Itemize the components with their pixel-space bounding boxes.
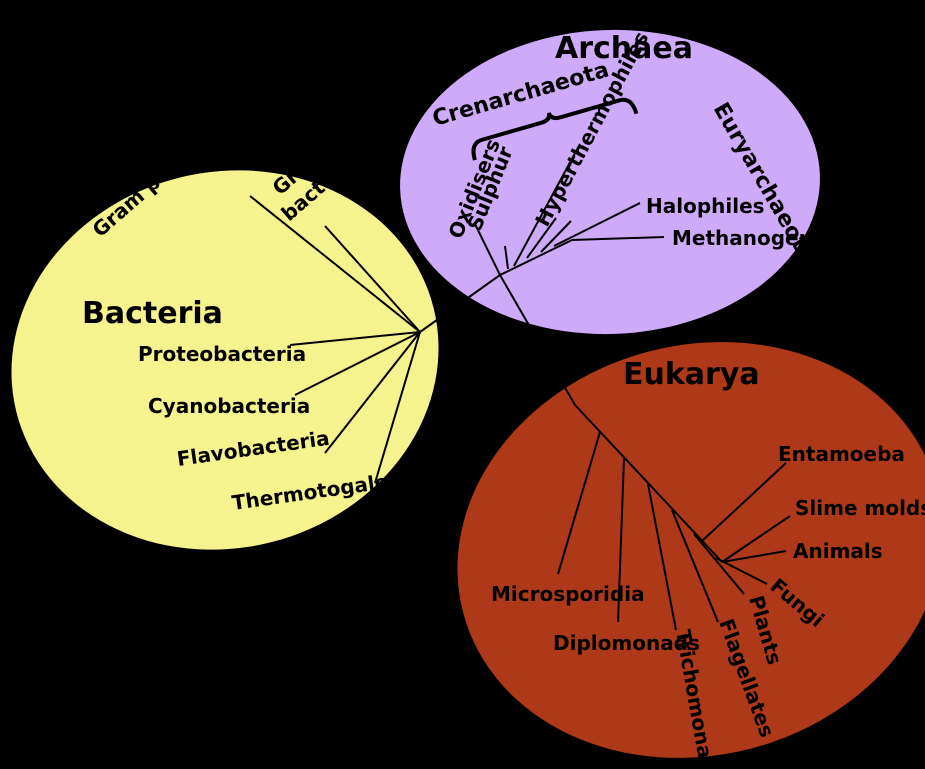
- eukarya-label: Microsporidia: [491, 582, 645, 606]
- phylogenetic-tree-diagram: Gram positive bacteriaGreen non-sulphurb…: [0, 0, 925, 769]
- bacteria-label: Cyanobacteria: [148, 394, 310, 418]
- eukarya-label: Entamoeba: [778, 442, 905, 466]
- bacteria-label: Proteobacteria: [138, 342, 306, 366]
- eukarya-label: Slime molds: [795, 496, 925, 520]
- archaea-label: Halophiles: [646, 194, 765, 218]
- archaea-title: Archaea: [555, 31, 693, 66]
- bacteria-title: Bacteria: [82, 296, 223, 331]
- eukarya-label: Animals: [793, 539, 883, 563]
- eukarya-title: Eukarya: [623, 357, 760, 392]
